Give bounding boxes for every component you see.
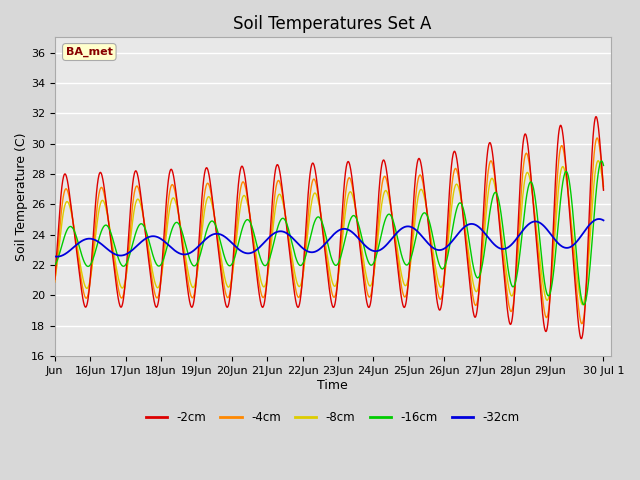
X-axis label: Time: Time [317,379,348,392]
Text: BA_met: BA_met [66,47,113,57]
Title: Soil Temperatures Set A: Soil Temperatures Set A [234,15,432,33]
Y-axis label: Soil Temperature (C): Soil Temperature (C) [15,132,28,261]
Legend: -2cm, -4cm, -8cm, -16cm, -32cm: -2cm, -4cm, -8cm, -16cm, -32cm [141,407,524,429]
